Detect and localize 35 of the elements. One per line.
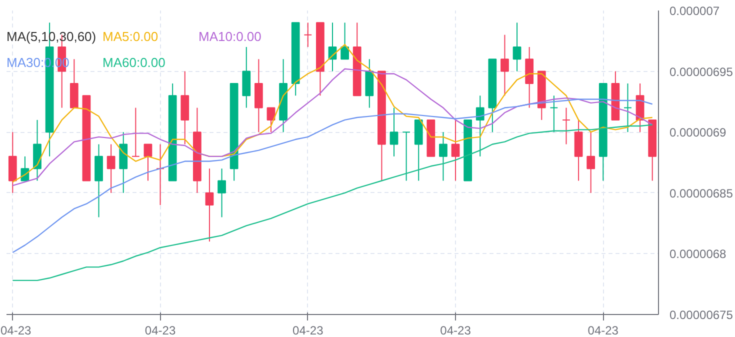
candlestick — [512, 22, 522, 72]
candlestick — [304, 22, 312, 48]
y-tick-label: 0.000007 — [670, 4, 720, 18]
y-tick-label: 0.0000069 — [670, 126, 727, 140]
candlestick — [266, 107, 276, 133]
text: MA5:0.00 — [102, 29, 158, 44]
candlestick — [205, 168, 214, 242]
text: MA60:0.00 — [102, 55, 166, 70]
candlestick — [402, 132, 410, 182]
y-tick-label: 0.00000675 — [670, 308, 734, 322]
candlestick — [451, 119, 460, 182]
candlestick — [144, 144, 152, 182]
candlestick — [131, 107, 140, 157]
candlestick — [476, 95, 484, 157]
x-tick-label: 04-23 — [440, 324, 472, 337]
x-tick-label: 04-23 — [588, 324, 619, 337]
candlestick — [624, 82, 632, 133]
candlestick — [390, 107, 398, 157]
line-series — [12, 98, 653, 254]
candlestick — [562, 107, 570, 145]
y-tick-label: 0.0000068 — [670, 247, 727, 262]
candlestick — [550, 95, 558, 133]
candlestick — [156, 144, 164, 206]
candlestick — [218, 168, 226, 218]
candlestick — [439, 132, 448, 182]
x-tick-label: 04-23 — [0, 324, 32, 337]
candlestick — [106, 144, 116, 194]
text: MA10:0.00 — [198, 29, 262, 44]
x-tick-label: 04-23 — [144, 324, 176, 337]
x-tick-label: 04-23 — [292, 324, 324, 337]
candlestick — [586, 132, 596, 194]
candlestick — [340, 22, 349, 60]
y-tick-label: 0.00000685 — [670, 186, 734, 200]
candlestick — [500, 34, 509, 96]
y-tick-label: 0.00000695 — [670, 64, 734, 79]
